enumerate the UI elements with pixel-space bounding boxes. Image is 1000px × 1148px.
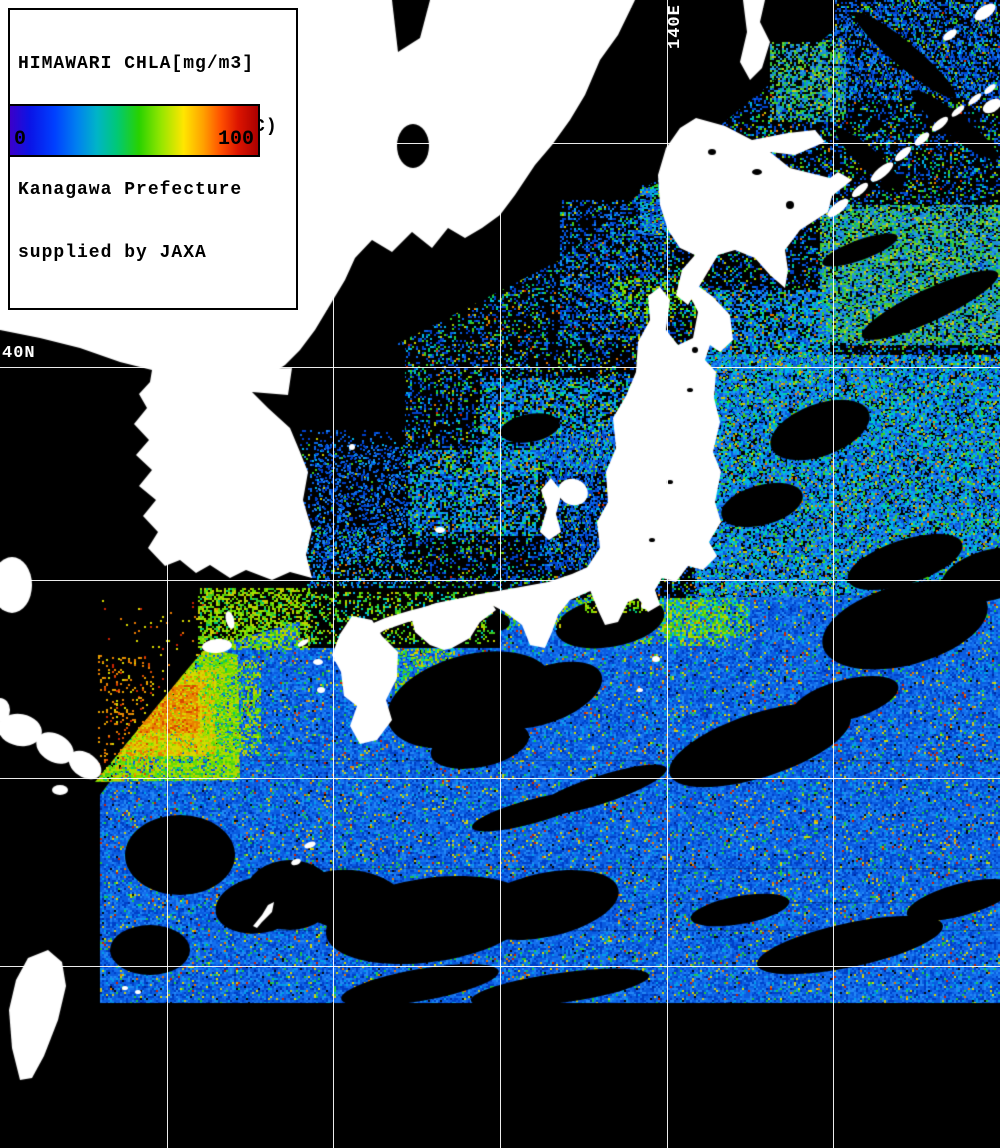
meridian-line — [833, 0, 834, 1148]
parallel-line — [0, 778, 1000, 779]
region-name: Kanagawa Prefecture — [18, 180, 288, 201]
info-box: HIMAWARI CHLA[mg/m3] 2025/11/14 23:00 (U… — [8, 8, 298, 310]
meridian-label-140e: 140E — [666, 4, 685, 49]
chla-map-frame: 140E 40N HIMAWARI CHLA[mg/m3] 2025/11/14… — [0, 0, 1000, 1148]
product-title: HIMAWARI CHLA[mg/m3] — [18, 54, 288, 75]
parallel-line — [0, 580, 1000, 581]
meridian-line — [333, 0, 334, 1148]
parallel-line — [0, 367, 1000, 368]
colorbar: 0 100 — [8, 104, 260, 157]
parallel-label-40n: 40N — [2, 344, 36, 363]
colorbar-min-label: 0 — [14, 130, 26, 150]
meridian-line — [667, 0, 668, 1148]
colorbar-max-label: 100 — [218, 130, 254, 150]
meridian-line — [500, 0, 501, 1148]
credit: supplied by JAXA — [18, 243, 288, 264]
parallel-line — [0, 966, 1000, 967]
